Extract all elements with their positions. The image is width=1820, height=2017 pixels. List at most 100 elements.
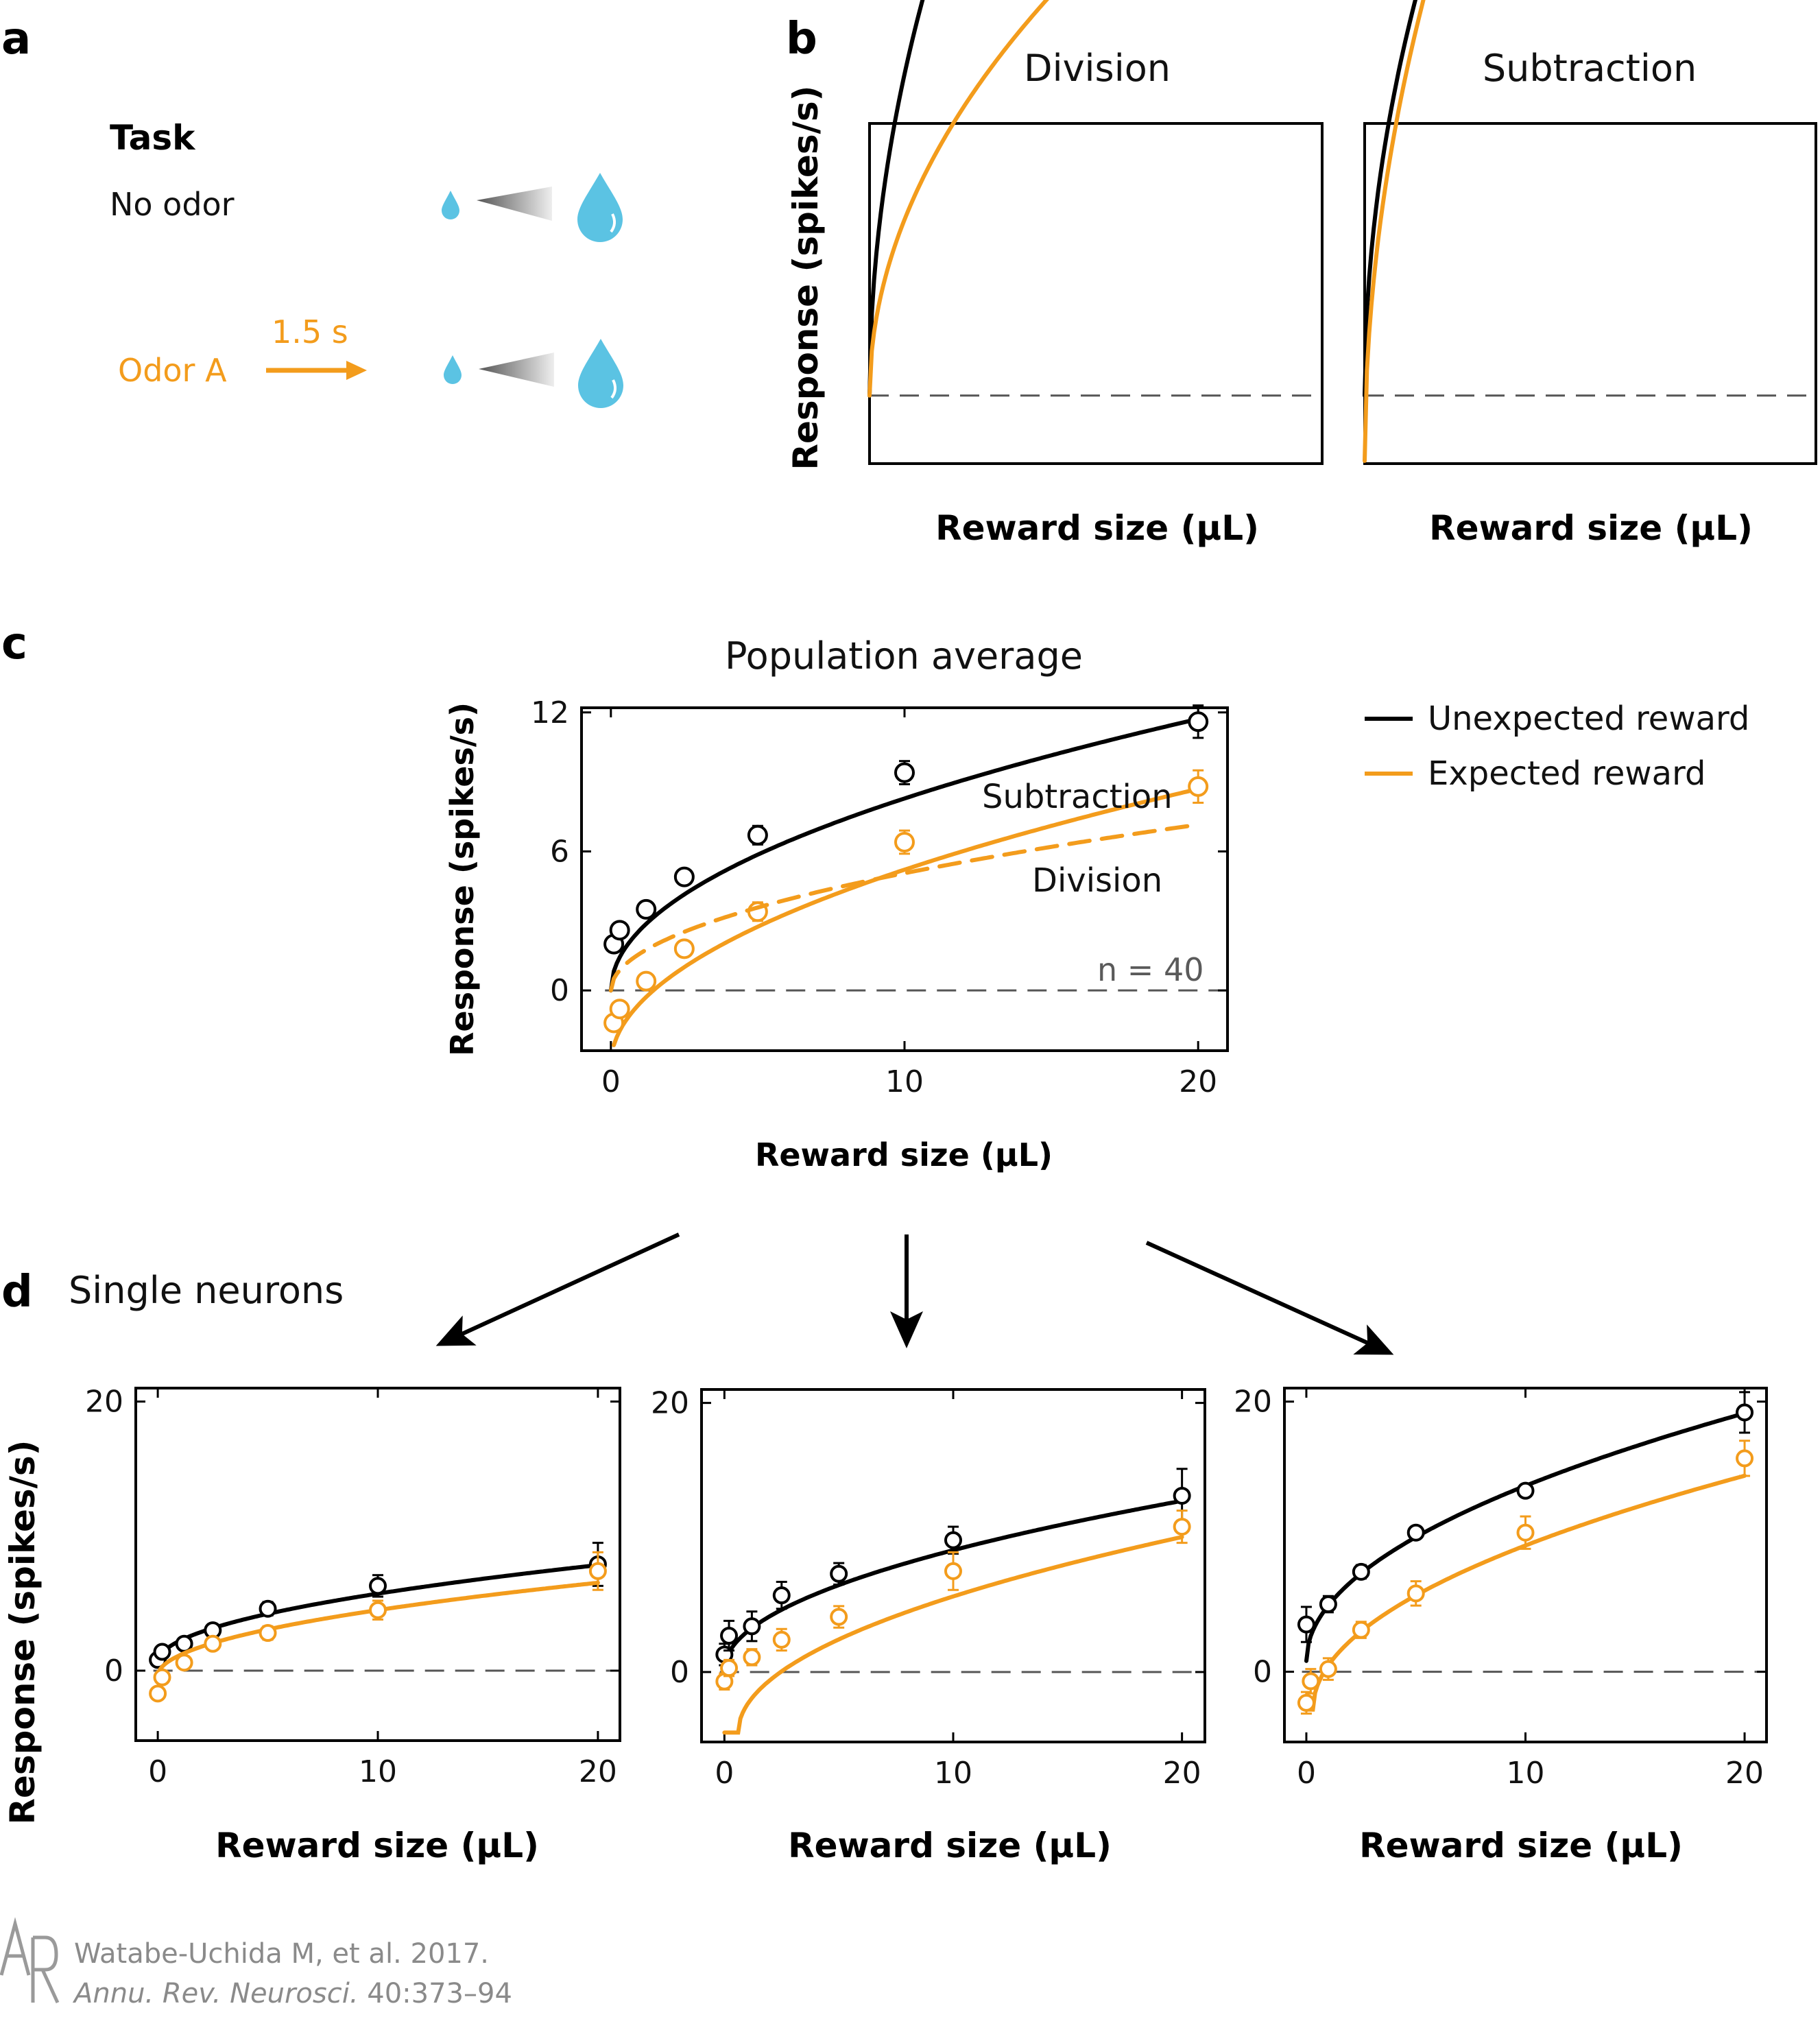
fit-curve [1304, 1473, 1747, 1712]
b-right-xlabel: Reward size (μL) [1429, 508, 1753, 548]
data-point [259, 1599, 277, 1618]
data-point [636, 898, 657, 920]
credit-line-1: Watabe-Uchida M, et al. 2017. [74, 1938, 489, 1970]
data-point [259, 1624, 277, 1643]
data-point [1319, 1595, 1337, 1614]
y-tick-label: 6 [550, 834, 569, 869]
b-subtraction-title: Subtraction [1483, 47, 1697, 90]
legend-unexpected: Unexpected reward [1428, 700, 1749, 738]
plot-frame [134, 1387, 621, 1742]
data-point [204, 1634, 222, 1653]
data-point [772, 1630, 791, 1649]
y-tick-label: 0 [104, 1654, 123, 1688]
y-tick-label: 20 [85, 1385, 123, 1420]
panel-letter-c: c [1, 619, 27, 669]
data-point [673, 938, 695, 959]
data-point [369, 1601, 387, 1619]
data-point [830, 1608, 848, 1626]
data-point [636, 970, 657, 992]
x-tick-label: 20 [579, 1754, 617, 1789]
data-point [1188, 776, 1209, 797]
c-label-division: Division [1032, 861, 1162, 900]
task-heading: Task [110, 118, 196, 158]
delay-arrow-head [346, 361, 367, 380]
x-tick-label: 20 [1725, 1756, 1764, 1791]
c-ylabel: Response (spikes/s) [444, 702, 481, 1056]
fit-curve [867, 0, 1049, 398]
data-point [588, 1562, 607, 1580]
chart-subtraction [1363, 0, 1817, 465]
data-point [830, 1564, 848, 1583]
data-point [1736, 1403, 1754, 1422]
data-point [743, 1617, 761, 1636]
y-tick-label: 20 [651, 1386, 689, 1421]
plot-frame [1363, 122, 1817, 465]
data-point [609, 999, 630, 1020]
data-point [743, 1648, 761, 1667]
fit-curve [612, 787, 1201, 1047]
data-point [1516, 1481, 1535, 1500]
plot-frame [868, 122, 1324, 465]
b-division-title: Division [1024, 47, 1171, 90]
fit-curve [608, 717, 1201, 993]
y-tick-label: 0 [550, 973, 569, 1008]
x-tick-label: 0 [1297, 1756, 1316, 1791]
fit-curve [722, 1535, 1184, 1735]
data-point [1319, 1660, 1337, 1678]
drop-highlight [610, 379, 616, 399]
drop-highlight [610, 213, 616, 233]
x-tick-label: 10 [1507, 1756, 1545, 1791]
beam-icon [479, 353, 554, 387]
x-tick-label: 20 [1163, 1756, 1201, 1791]
data-point [944, 1531, 962, 1549]
c-label-subtraction: Subtraction [982, 778, 1173, 816]
data-point [153, 1643, 171, 1661]
data-point [369, 1577, 387, 1595]
data-point [1297, 1693, 1315, 1712]
d1-xlabel: Reward size (μL) [215, 1826, 539, 1865]
panel-letter-a: a [1, 14, 31, 64]
data-point [1188, 711, 1209, 732]
delay-label: 1.5 s [272, 313, 348, 350]
data-point [1406, 1523, 1425, 1542]
small-drop-icon [444, 355, 462, 384]
no-odor-label: No odor [110, 186, 235, 223]
d2-xlabel: Reward size (μL) [788, 1826, 1112, 1865]
data-point [720, 1659, 739, 1678]
data-point [673, 866, 695, 887]
credit-journal: Annu. Rev. Neurosci. [72, 1978, 359, 2009]
data-point [149, 1684, 167, 1703]
data-point [1736, 1449, 1754, 1468]
chart-neuron-3: 0 10 20 0 20 [1234, 1385, 1768, 1791]
data-point [1516, 1523, 1535, 1542]
x-tick-label: 0 [601, 1064, 621, 1099]
beam-icon [477, 187, 552, 221]
c-xlabel: Reward size (μL) [755, 1136, 1053, 1173]
data-point [1352, 1621, 1370, 1639]
chart-neuron-1: 0 10 20 0 20 [85, 1385, 621, 1789]
small-drop-icon [442, 191, 459, 219]
arrow-to-neuron-3 [1145, 1241, 1394, 1355]
data-point [153, 1668, 171, 1686]
data-point [1173, 1486, 1191, 1505]
x-tick-label: 0 [148, 1754, 167, 1789]
credit-citation: 40:373–94 [359, 1978, 512, 2009]
d3-xlabel: Reward size (μL) [1359, 1826, 1683, 1865]
d-title: Single neurons [69, 1269, 344, 1312]
y-tick-label: 0 [670, 1655, 689, 1690]
x-tick-label: 10 [885, 1064, 924, 1099]
legend-expected: Expected reward [1428, 754, 1705, 793]
x-tick-label: 20 [1179, 1064, 1217, 1099]
publisher-logo [0, 1917, 60, 2004]
data-point [1302, 1672, 1320, 1691]
data-point [1352, 1562, 1370, 1581]
c-title: Population average [725, 634, 1083, 678]
data-point [747, 824, 768, 846]
division-fit-dashed [608, 822, 1201, 993]
data-point [1406, 1584, 1425, 1603]
chart-neuron-2: 0 10 20 0 20 [651, 1386, 1206, 1791]
large-drop-icon [578, 339, 623, 408]
data-point [1173, 1518, 1191, 1536]
d-ylabel: Response (spikes/s) [3, 1440, 43, 1825]
odor-a-label: Odor A [118, 352, 227, 389]
